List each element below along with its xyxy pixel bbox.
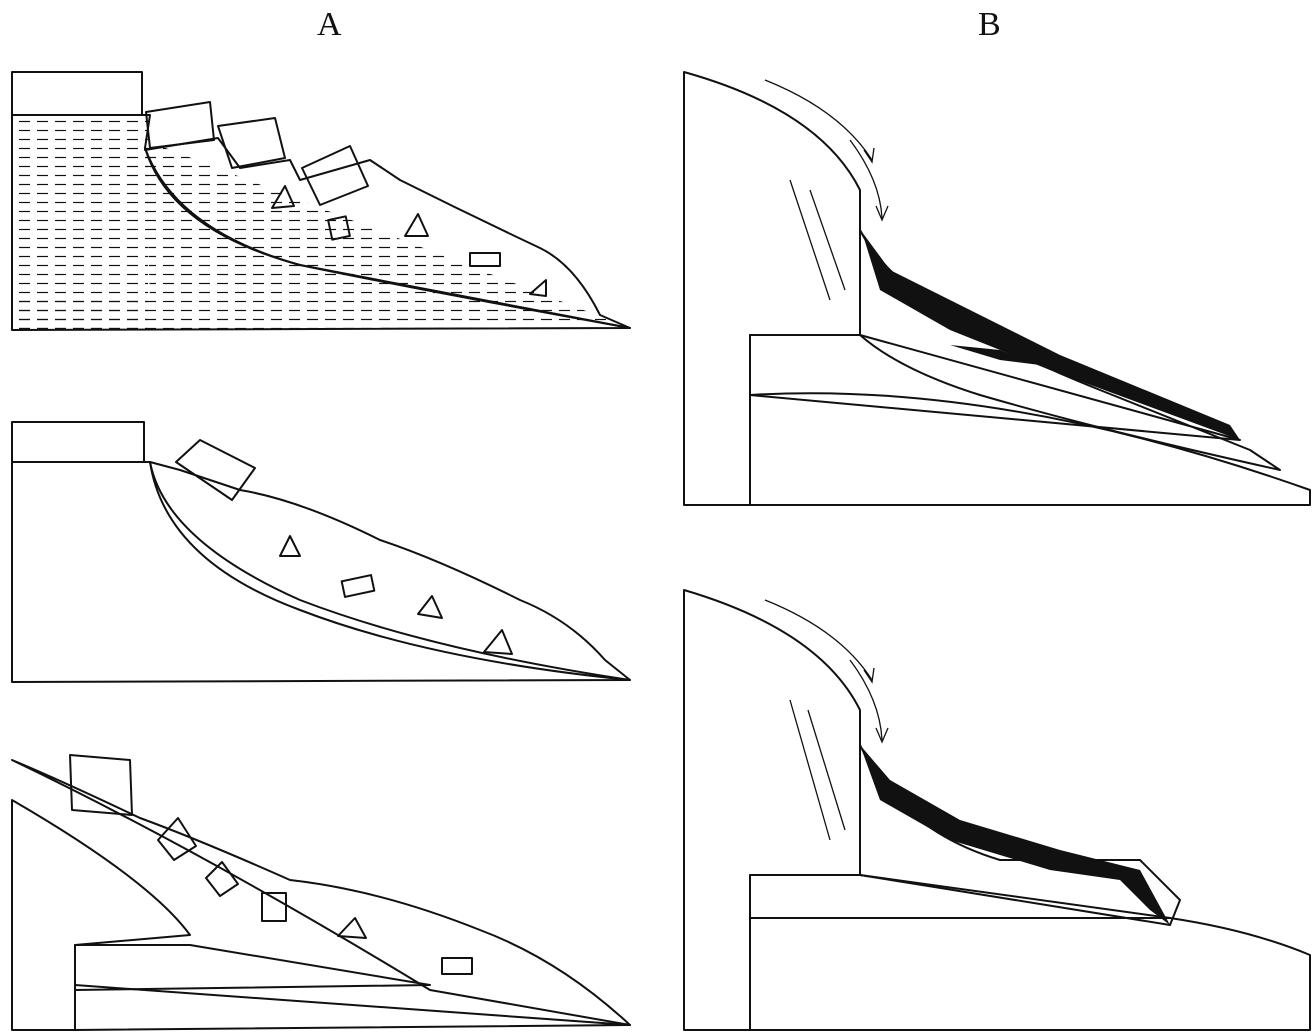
sandstone-caprock [11,71,143,116]
shale-layer [74,944,431,991]
panel-a2 [11,421,631,683]
block [69,754,133,816]
shale-layer [11,461,631,683]
sandstone-caprock [11,421,145,463]
flow-arrow [849,659,883,741]
flow-arrow [764,79,873,161]
sandstone-layer [749,917,1311,1031]
dark-debris-band [860,745,1170,925]
slump-block [175,439,256,501]
panel-a1 [11,71,631,331]
panel-b2 [683,589,1311,1031]
panel-b1 [683,71,1311,506]
column-label-b: B [978,6,1001,43]
sandstone-layer [749,392,1311,506]
sandstone-layer [74,984,631,1031]
shale-layer [12,115,148,330]
column-label-a: A [317,6,342,43]
panel-a3 [11,754,631,1031]
igneous-rock [683,589,861,1031]
shale-layer [749,874,1171,919]
mudflow-lobe [149,461,631,681]
slump-block [145,101,215,149]
slump-block [301,145,369,206]
flow-arrow [849,139,883,219]
mudflow [11,759,631,1026]
flow-arrow [764,599,873,681]
dark-debris-band [862,232,1240,440]
mudflow-lobe [144,137,631,329]
igneous-rock [683,71,861,506]
slump-block [217,117,286,169]
igneous-rock [11,799,191,1031]
